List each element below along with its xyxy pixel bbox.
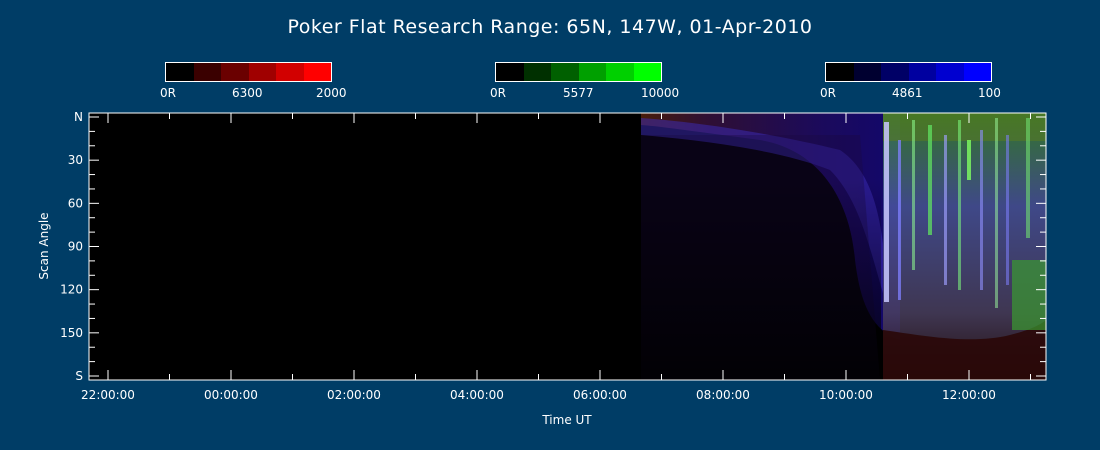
colorbar-segment (248, 63, 276, 81)
y-tick-label: S (75, 369, 83, 383)
arc-streak-9 (995, 118, 998, 308)
colorbar-segment (551, 63, 579, 81)
colorbar-segment (496, 63, 524, 81)
y-tick-label: 60 (68, 196, 83, 210)
arc-streak-10 (1006, 135, 1009, 285)
colorbar-4861-max-label: 100 (978, 86, 1001, 100)
arc-streak-8 (980, 130, 983, 290)
x-tick-label: 02:00:00 (327, 388, 381, 402)
arc-streak-3 (912, 120, 915, 270)
y-tick-label: 90 (68, 240, 83, 254)
arc-streak-11 (1026, 118, 1030, 238)
colorbar-segment (193, 63, 221, 81)
arc-streak-2 (898, 140, 901, 300)
discrete-lower-dark (883, 320, 1046, 380)
colorbar-segment (881, 63, 909, 81)
colorbar-6300 (165, 62, 332, 82)
chart-title: Poker Flat Research Range: 65N, 147W, 01… (287, 16, 813, 38)
x-axis-label: Time UT (541, 413, 592, 427)
arc-streak-4 (928, 125, 932, 235)
x-tick-label: 10:00:00 (819, 388, 873, 402)
colorbar-segment (936, 63, 964, 81)
axis-ticks (89, 113, 1046, 380)
diffuse-aurora-band (641, 118, 885, 300)
y-tick-label: 150 (60, 326, 83, 340)
y-tick-label: 120 (60, 283, 83, 297)
discrete-right-green (1012, 260, 1046, 330)
colorbar-4861 (825, 62, 992, 82)
colorbar-5577-max-label: 10000 (641, 86, 680, 100)
colorbar-segment (606, 63, 634, 81)
colorbar-segment (578, 63, 606, 81)
colorbar-5577-min-label: 0R (490, 86, 506, 100)
colorbar-5577 (495, 62, 662, 82)
colorbar-segment (963, 63, 991, 81)
colorbar-4861-name-label: 4861 (892, 86, 923, 100)
colorbar-6300-max-label: 2000 (316, 86, 347, 100)
x-tick-label: 12:00:00 (942, 388, 996, 402)
colorbar-segment (826, 63, 854, 81)
diffuse-fade (641, 180, 881, 380)
x-tick-label: 06:00:00 (573, 388, 627, 402)
x-tick-label: 00:00:00 (204, 388, 258, 402)
y-tick-label: 30 (68, 153, 83, 167)
colorbar-4861-min-label: 0R (820, 86, 836, 100)
colorbar-segment (633, 63, 661, 81)
colorbar-segment (908, 63, 936, 81)
colorbar-segment (523, 63, 551, 81)
colorbar-segment (276, 63, 304, 81)
colorbar-6300-name-label: 6300 (232, 86, 263, 100)
y-tick-labels: N 30 60 90 120 150 S (60, 110, 83, 383)
colorbar-segment (221, 63, 249, 81)
y-tick-label: N (74, 110, 83, 124)
x-tick-label: 08:00:00 (696, 388, 750, 402)
colorbar-6300-min-label: 0R (160, 86, 176, 100)
x-tick-label: 04:00:00 (450, 388, 504, 402)
colorbar-segment (166, 63, 194, 81)
colorbar-5577-name-label: 5577 (563, 86, 594, 100)
colorbar-segment (853, 63, 881, 81)
arc-streak-6 (958, 120, 961, 290)
y-axis-label: Scan Angle (37, 212, 51, 279)
aurora-emissions (641, 113, 1046, 380)
x-tick-label: 22:00:00 (81, 388, 135, 402)
arc-streak-7 (967, 140, 971, 180)
arc-streak-5 (944, 135, 947, 285)
x-tick-labels: 22:00:00 00:00:00 02:00:00 04:00:00 06:00:00… (81, 388, 996, 402)
colorbar-segment (303, 63, 331, 81)
arc-streak-1 (884, 122, 889, 302)
discrete-top-green (883, 113, 1046, 141)
